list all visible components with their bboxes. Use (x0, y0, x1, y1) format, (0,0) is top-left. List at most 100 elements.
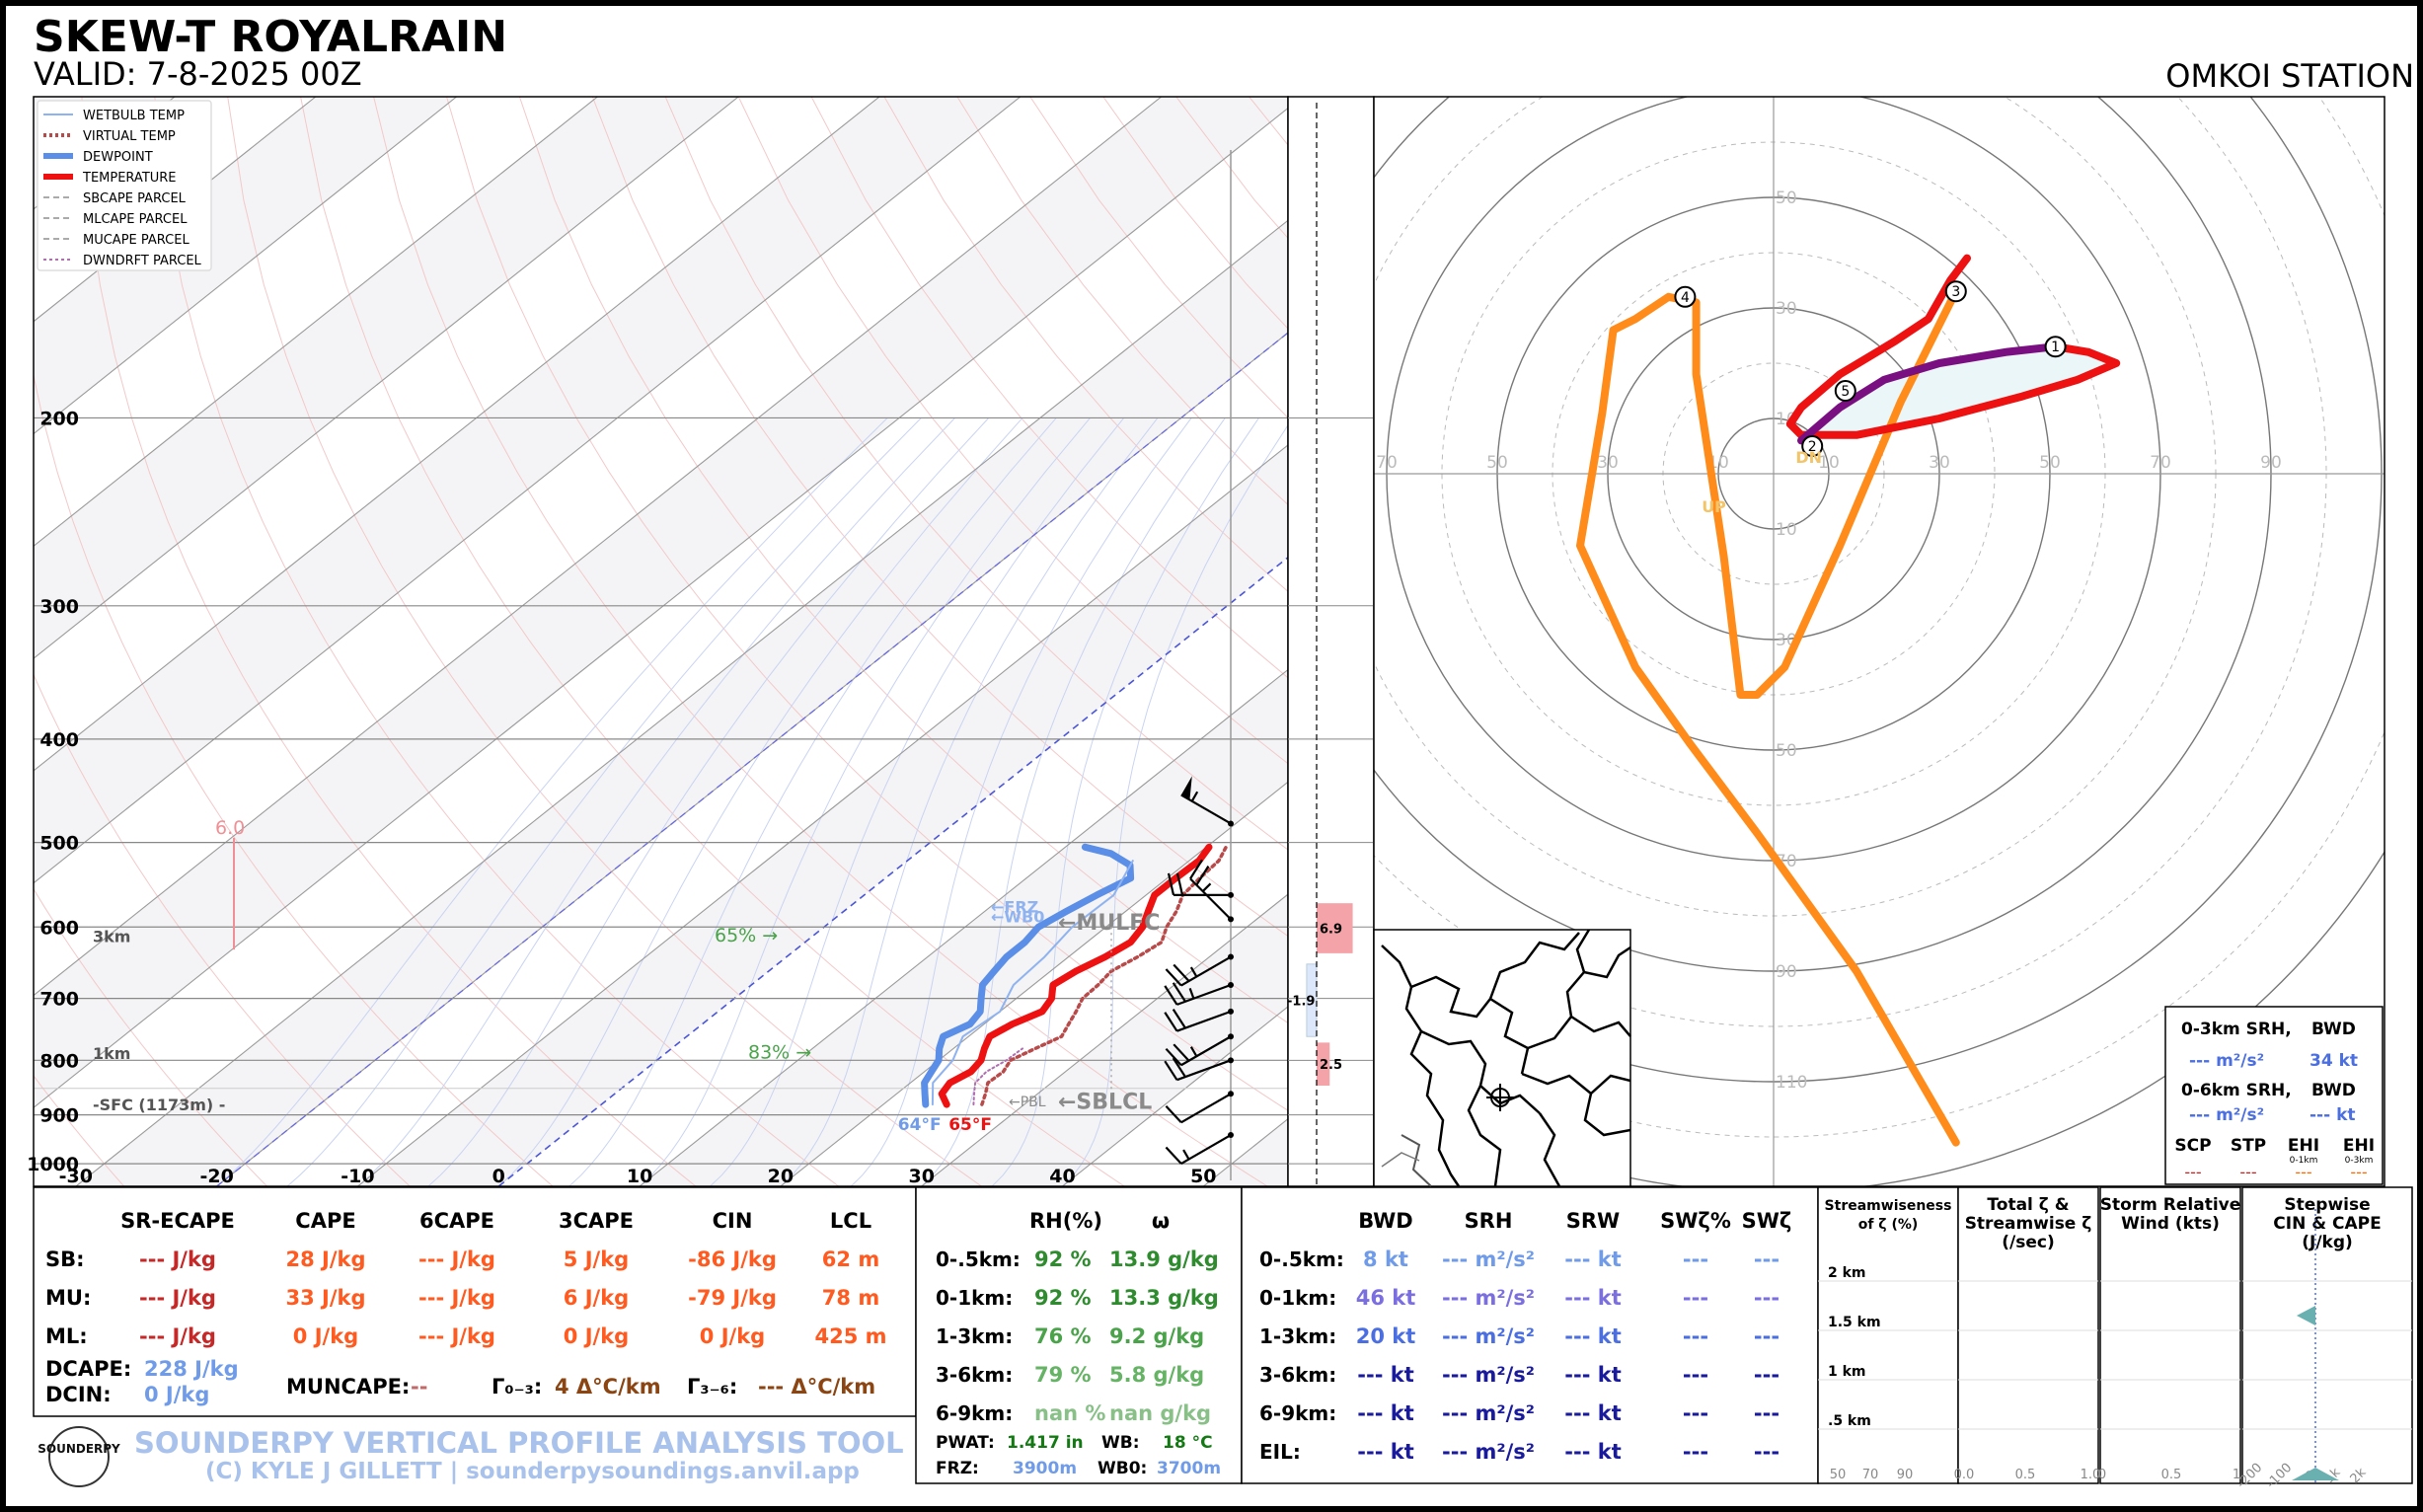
strip-frame (1287, 96, 1375, 1187)
wind-barb (1165, 953, 1234, 987)
dry-adiabat (810, 97, 1288, 679)
mini-panel-frame (1817, 1186, 1959, 1484)
kinematic-cell: --- (1683, 1440, 1708, 1464)
isotherm (34, 97, 35, 98)
footer-title: SOUNDERPY VERTICAL PROFILE ANALYSIS TOOL (134, 1426, 904, 1460)
temperature-tick-label: 10 (627, 1166, 652, 1187)
barb-full (1172, 1057, 1186, 1078)
height-label: -SFC (1173m) - (93, 1096, 225, 1114)
lapse-bar (1317, 1042, 1330, 1087)
kinematic-row-label: 6-9km: (1259, 1401, 1336, 1425)
hodo-x-tick: 90 (2260, 453, 2282, 473)
isotherm (75, 219, 1288, 1186)
kinematic-cell: --- (1683, 1324, 1708, 1348)
barb-base (1228, 820, 1234, 827)
thermo-cell: 33 J/kg (285, 1286, 365, 1310)
barb-shaft (1180, 1093, 1232, 1124)
barb-shaft (1180, 1134, 1232, 1165)
hodo-x-tick: 70 (1376, 453, 1398, 473)
hodo-y-tick: 30 (1776, 299, 1797, 319)
wind-barb (1165, 1033, 1234, 1067)
thermo-row-label: SB: (45, 1247, 85, 1271)
cape-triangle-base (2292, 1468, 2339, 1480)
moist-adiabat (639, 417, 1091, 1186)
wind-barb (1164, 1008, 1234, 1032)
moisture-row-label: 6-9km: (936, 1401, 1013, 1425)
thermo-cell: --- J/kg (418, 1247, 495, 1271)
hodo-y-tick: 50 (1776, 741, 1797, 761)
hodo-marker-label: 1 (2051, 340, 2060, 355)
legend-label: MLCAPE PARCEL (83, 212, 188, 227)
series-dwndrft-parcel (972, 1047, 1023, 1106)
isotherm (34, 97, 1163, 997)
isotherm (357, 444, 1288, 1186)
mini-panel-tick: 50 (1830, 1468, 1847, 1482)
lapse36-value: --- Δ°C/km (758, 1375, 875, 1399)
station-map-inset (1373, 929, 1631, 1187)
hodo-x-tick: 30 (1597, 453, 1619, 473)
muncape-value: -- (411, 1375, 427, 1399)
legend-box (37, 100, 212, 271)
moisture-rh: nan % (1034, 1401, 1105, 1425)
temperature-tick-label: 0 (492, 1166, 505, 1187)
wind-barb (1165, 1091, 1234, 1124)
barb-half (1189, 1046, 1198, 1057)
skewt-series (921, 843, 1228, 1108)
barb-base (1228, 1132, 1234, 1139)
dry-adiabat (34, 887, 267, 1186)
ehi03-value: --- (2350, 1163, 2367, 1181)
mini-panel-tick: 0 (2098, 1468, 2106, 1482)
thermo-header: CIN (713, 1209, 753, 1233)
footer-credit: (C) KYLE J GILLETT | sounderpysoundings.… (205, 1459, 860, 1484)
thermo-cell: 0 J/kg (293, 1324, 358, 1348)
kinematic-cell: --- kt (1357, 1401, 1413, 1425)
wind-barb (1164, 982, 1234, 1006)
kinematic-cell: --- m²/s² (1442, 1247, 1535, 1271)
barb-full (1175, 872, 1184, 896)
isotherm (34, 97, 457, 435)
isotherm (34, 97, 880, 772)
moist-adiabat (850, 417, 1192, 1186)
srh03-value: --- m²/s² (2189, 1051, 2264, 1071)
mini-panel-frame (2241, 1186, 2413, 1484)
kinematic-header: SRW (1566, 1209, 1620, 1233)
legend-label: TEMPERATURE (82, 171, 177, 186)
series-wetbulb-temp (931, 860, 1134, 1106)
thermo-cell: --- J/kg (418, 1324, 495, 1348)
kinematic-cell: --- kt (1564, 1401, 1621, 1425)
pressure-tick-label: 500 (39, 833, 79, 855)
isotherm (34, 107, 1288, 1109)
wb-label: WB: (1101, 1433, 1140, 1453)
thermo-cell: 28 J/kg (285, 1247, 365, 1271)
isotherm (780, 781, 1288, 1186)
legend: WETBULB TEMP VIRTUAL TEMP DEWPOINT TEMPERAT… (37, 100, 212, 271)
thermo-cell: 6 J/kg (564, 1286, 629, 1310)
moist-adiabat (780, 417, 1159, 1186)
hodo-x-tick: 30 (1929, 453, 1950, 473)
mini-panel-frame (2099, 1186, 2241, 1484)
level-label: ←PBL (1009, 1095, 1046, 1110)
temperature-tick-label: 40 (1049, 1166, 1075, 1187)
mini-panel-title: Stepwise CIN & CAPE (J/kg) (2273, 1195, 2381, 1252)
mini-panel-tick: 0.0 (1954, 1468, 1975, 1482)
hodo-marker (1801, 435, 1824, 457)
kinematic-cell: --- m²/s² (1442, 1363, 1535, 1387)
mini-panel-tick: 0.5 (2161, 1468, 2182, 1482)
barb-base (1228, 953, 1234, 960)
lapse03-value: 4 Δ°C/km (555, 1375, 661, 1399)
mini-height-label: 1.5 km (1828, 1315, 1881, 1330)
cape-triangle (2297, 1306, 2315, 1325)
dcin-label: DCIN: (45, 1383, 112, 1406)
barb-base (1228, 1091, 1234, 1097)
isotherm (639, 668, 1288, 1186)
wind-barb (1189, 859, 1234, 923)
kinematic-row-label: 1-3km: (1259, 1324, 1336, 1348)
hodo-marker (2044, 336, 2067, 358)
temperature-tick-label: 30 (908, 1166, 934, 1187)
barb-full (1173, 1043, 1190, 1062)
footer: SOUNDERPY SOUNDERPY VERTICAL PROFILE ANA… (38, 1426, 904, 1487)
kinematic-cell: --- (1754, 1440, 1779, 1464)
bwd03-value: 34 kt (2309, 1051, 2358, 1071)
hodo-marker-label: 5 (1841, 384, 1850, 400)
ehi01-label: EHI (2288, 1136, 2319, 1156)
